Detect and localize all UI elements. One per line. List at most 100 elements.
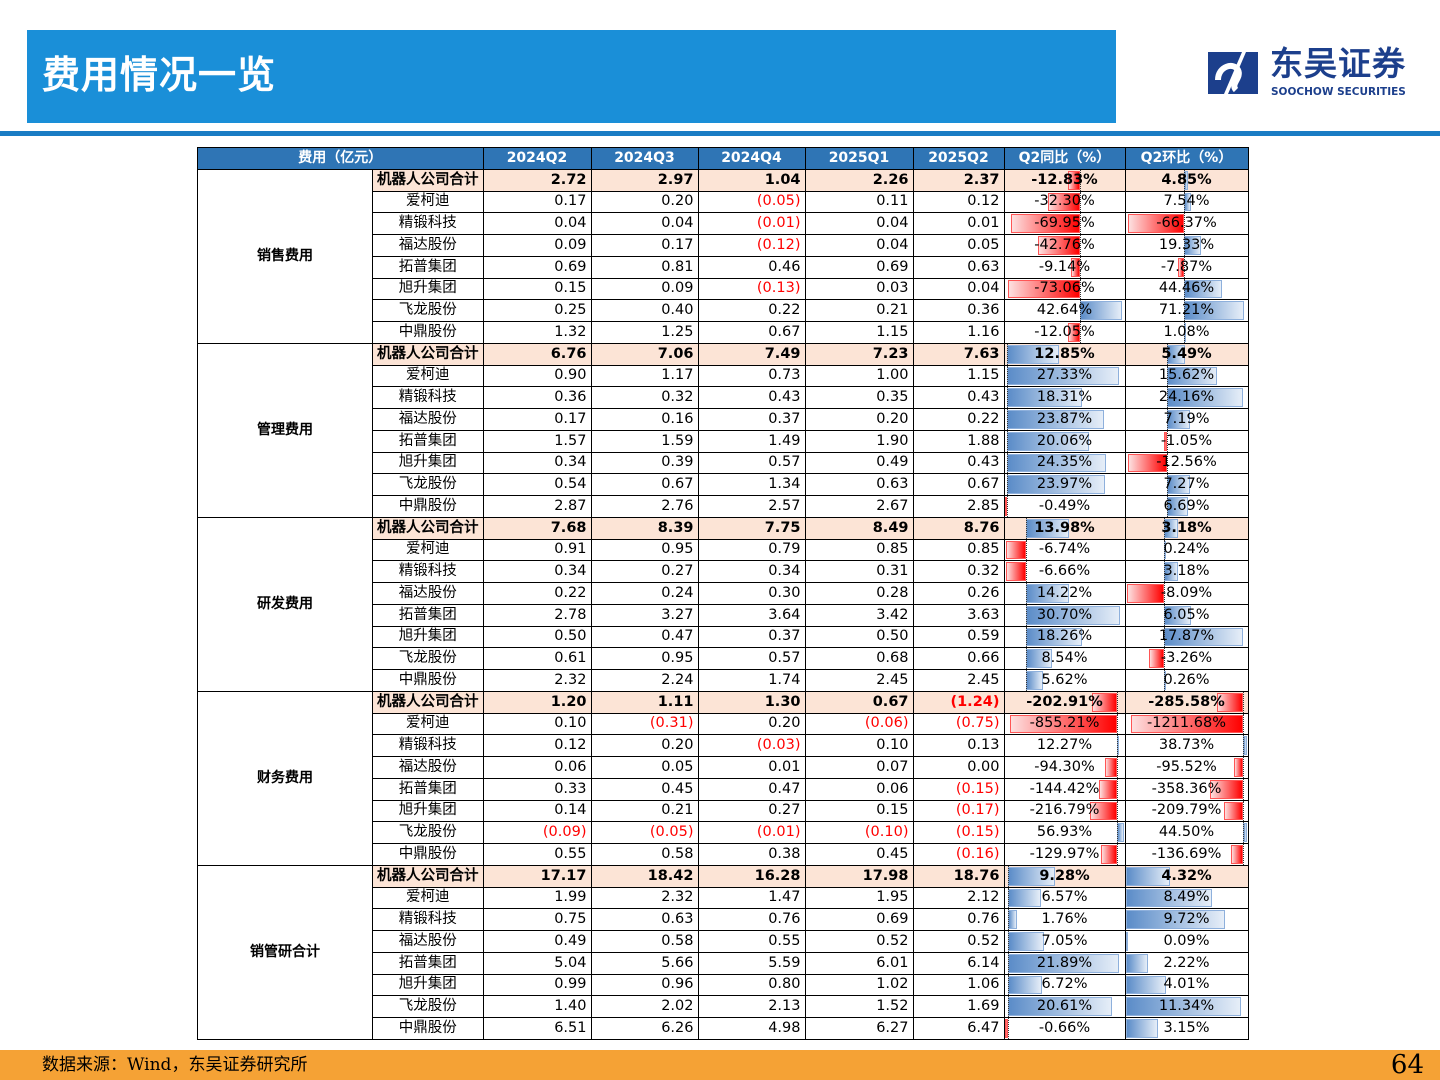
value-cell: (1.24) — [912, 690, 1005, 714]
value-cell: 0.10 — [482, 712, 592, 736]
table-row: 飞龙股份 0.25 0.40 0.22 0.21 0.36 42.64% 71.21% — [198, 299, 1249, 322]
yoy-cell: -0.66% — [1003, 1017, 1126, 1040]
bar-axis — [1006, 409, 1008, 430]
percent-text: -0.66% — [1038, 1019, 1091, 1036]
data-source: 数据来源：Wind，东吴证券研究所 — [42, 1055, 308, 1075]
value-cell: 0.35 — [804, 386, 914, 409]
value-cell: 8.39 — [590, 516, 699, 540]
value-cell: (0.01) — [697, 821, 806, 844]
bar-axis — [1163, 518, 1165, 539]
value-cell: 0.20 — [590, 190, 699, 214]
table-row: 福达股份 0.09 0.17 (0.12) 0.04 0.05 -42.76% 19.33% — [198, 234, 1249, 257]
percent-text: 20.06% — [1036, 432, 1093, 449]
category-label: 研发费用 — [197, 516, 373, 692]
company-name: 爱柯迪 — [372, 712, 484, 736]
value-cell: 0.12 — [482, 734, 592, 757]
percent-text: 7.19% — [1163, 410, 1210, 427]
table-row: 中鼎股份 0.55 0.58 0.38 0.45 (0.16) -129.97% -136.6… — [198, 843, 1249, 866]
percent-text: -73.06% — [1034, 280, 1095, 297]
value-cell: 1.88 — [912, 429, 1005, 453]
percent-text: 21.89% — [1036, 954, 1093, 971]
value-cell: 0.22 — [697, 299, 806, 322]
value-cell: (0.01) — [697, 212, 806, 235]
value-cell: (0.06) — [804, 712, 914, 736]
percent-text: 3.15% — [1163, 1019, 1210, 1036]
table-row: 中鼎股份 1.32 1.25 0.67 1.15 1.16 -12.05% 1.08% — [198, 321, 1249, 344]
value-cell: 0.90 — [482, 364, 592, 388]
data-bar — [1091, 692, 1117, 712]
value-cell: 1.34 — [697, 473, 806, 496]
column-header: Q2同比（%） — [1003, 147, 1126, 170]
value-cell: 16.28 — [697, 864, 806, 888]
data-bar — [1126, 932, 1128, 951]
yoy-cell: -6.66% — [1003, 560, 1126, 583]
value-cell: 0.22 — [482, 582, 592, 605]
value-cell: (0.10) — [804, 821, 914, 844]
bar-axis — [1026, 626, 1028, 647]
bar-axis — [1080, 170, 1082, 191]
value-cell: 0.68 — [804, 647, 914, 670]
value-cell: 0.30 — [697, 582, 806, 605]
company-name: 机器人公司合计 — [372, 864, 484, 888]
company-name: 福达股份 — [372, 582, 484, 605]
bar-axis — [1008, 931, 1009, 952]
value-cell: 0.32 — [590, 386, 699, 409]
percent-text: -1211.68% — [1147, 715, 1226, 732]
data-bar — [1005, 497, 1007, 516]
value-cell: 0.20 — [804, 408, 914, 431]
data-bar — [1071, 257, 1081, 277]
value-cell: 0.15 — [482, 277, 592, 301]
data-bar — [1011, 214, 1081, 233]
value-cell: (0.05) — [697, 190, 806, 214]
company-name: 机器人公司合计 — [372, 168, 484, 192]
value-cell: 1.74 — [697, 669, 806, 692]
company-name: 拓普集团 — [372, 603, 484, 627]
value-cell: 0.54 — [482, 473, 592, 496]
bar-axis — [1006, 431, 1008, 452]
value-cell: 0.04 — [912, 277, 1005, 301]
bar-axis — [1117, 692, 1118, 713]
percent-text: 7.54% — [1163, 193, 1210, 210]
value-cell: 0.12 — [912, 190, 1005, 214]
value-cell: 0.26 — [912, 582, 1005, 605]
data-bar — [1117, 823, 1124, 842]
yoy-cell: 18.31% — [1003, 386, 1126, 409]
yoy-cell: -73.06% — [1003, 277, 1126, 301]
qoq-cell: 44.50% — [1124, 821, 1249, 844]
qoq-cell: -66.37% — [1124, 212, 1249, 235]
value-cell: 0.47 — [697, 777, 806, 801]
data-bar — [1127, 453, 1168, 473]
percent-text: -202.91% — [1026, 693, 1103, 710]
yoy-cell: -94.30% — [1003, 756, 1126, 779]
value-cell: 3.27 — [590, 603, 699, 627]
value-cell: 0.58 — [590, 930, 699, 953]
yoy-cell: 21.89% — [1003, 951, 1126, 975]
value-cell: 0.20 — [697, 712, 806, 736]
bar-axis — [1184, 191, 1186, 212]
percent-text: -12.56% — [1156, 454, 1217, 471]
bar-axis — [1006, 387, 1008, 408]
value-cell: 1.49 — [697, 429, 806, 453]
value-cell: 0.05 — [912, 234, 1005, 257]
value-cell: (0.12) — [697, 234, 806, 257]
value-cell: 2.13 — [697, 995, 806, 1018]
percent-text: -3.26% — [1160, 650, 1213, 667]
data-bar — [1038, 236, 1081, 255]
header-divider — [0, 131, 1440, 136]
value-cell: 1.99 — [482, 886, 592, 910]
percent-text: 12.85% — [1034, 345, 1095, 362]
percent-text: 4.01% — [1163, 976, 1210, 993]
bar-axis — [1163, 561, 1165, 582]
percent-text: 6.05% — [1163, 606, 1210, 623]
yoy-cell: -144.42% — [1003, 777, 1126, 801]
yoy-cell: 27.33% — [1003, 364, 1126, 388]
percent-text: 38.73% — [1158, 737, 1215, 754]
table-row: 福达股份 0.22 0.24 0.30 0.28 0.26 14.22% -8.09% — [198, 582, 1249, 605]
data-bar — [1163, 431, 1168, 451]
table-row: 中鼎股份 2.87 2.76 2.57 2.67 2.85 -0.49% 6.69% — [198, 495, 1249, 518]
category-label: 销管研合计 — [197, 864, 373, 1040]
value-cell: 2.12 — [912, 886, 1005, 910]
table-row: 旭升集团 0.99 0.96 0.80 1.02 1.06 6.72% 4.01% — [198, 973, 1249, 997]
yoy-cell: 20.06% — [1003, 429, 1126, 453]
bar-axis — [1167, 452, 1169, 473]
